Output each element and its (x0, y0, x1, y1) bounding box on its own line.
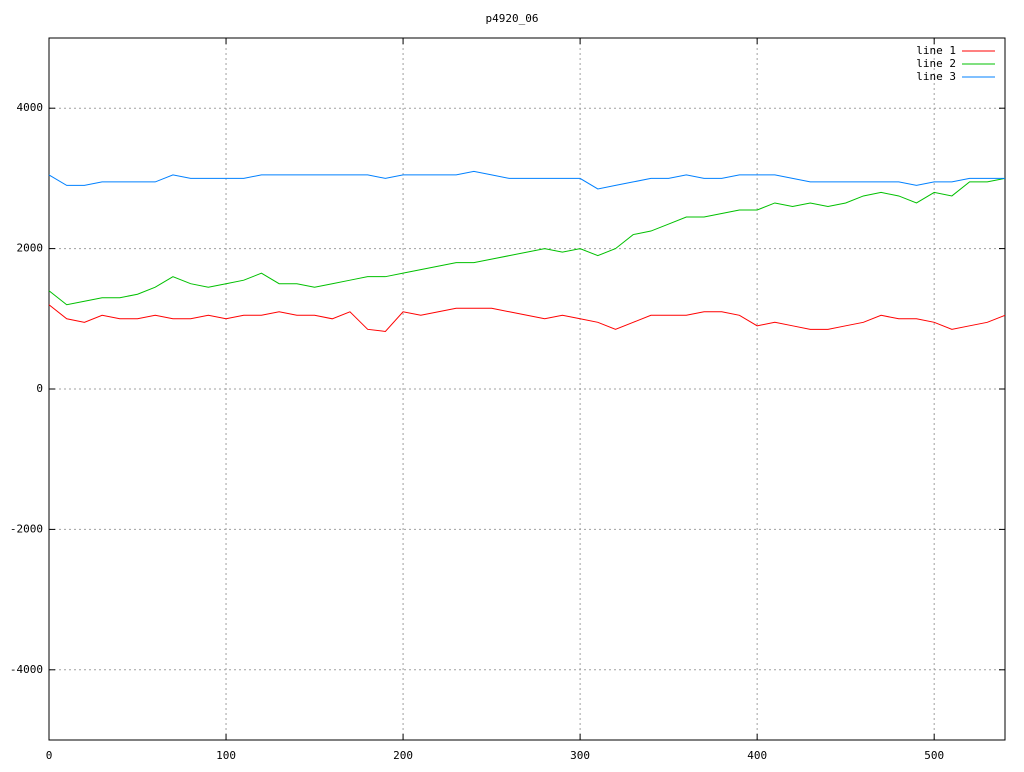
x-tick-label: 200 (393, 749, 413, 762)
y-tick-label: -2000 (10, 522, 43, 535)
data-line (48, 304, 1006, 332)
legend-label: line 2 (916, 57, 956, 70)
x-tick-label: 0 (46, 749, 53, 762)
x-tick-label: 300 (570, 749, 590, 762)
x-tick-label: 400 (747, 749, 767, 762)
data-line (48, 170, 1005, 190)
y-tick-label: 2000 (17, 242, 44, 255)
x-tick-label: 500 (924, 749, 944, 762)
x-tick-label: 100 (216, 749, 236, 762)
chart-title: p4920_06 (486, 12, 539, 25)
y-tick-label: -4000 (10, 663, 43, 676)
legend-label: line 1 (916, 44, 956, 57)
y-tick-label: 4000 (17, 101, 44, 114)
y-tick-label: 0 (36, 382, 43, 395)
legend-label: line 3 (916, 70, 956, 83)
plot-frame (48, 37, 1006, 741)
data-line (48, 177, 1006, 306)
